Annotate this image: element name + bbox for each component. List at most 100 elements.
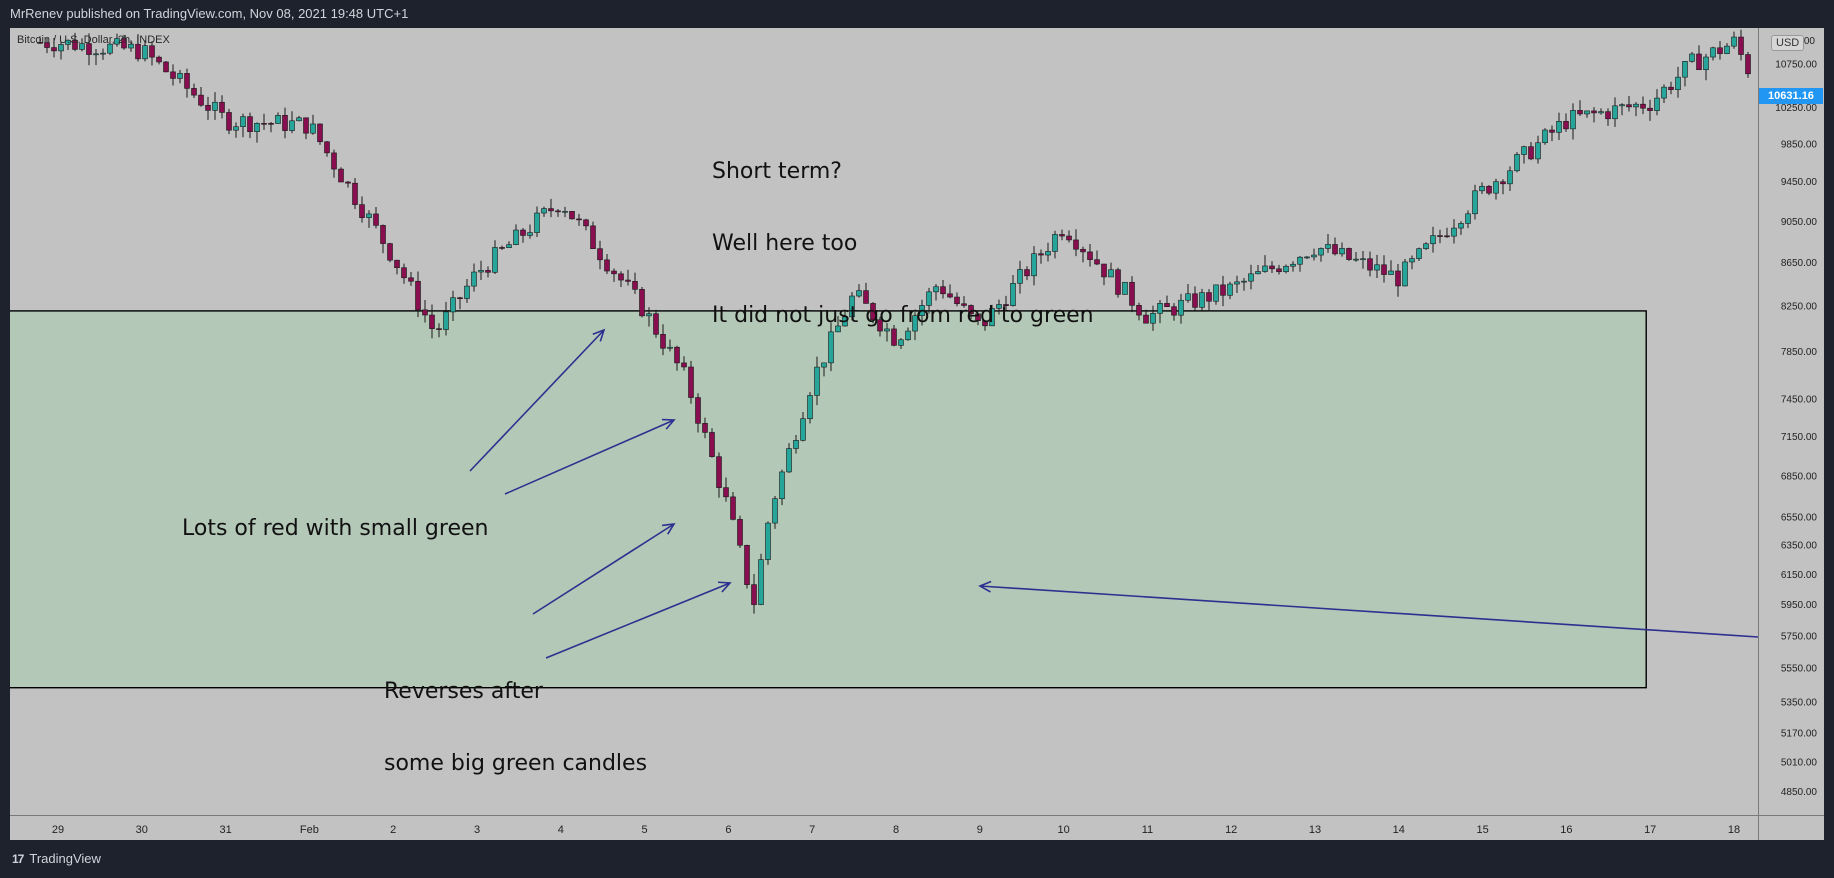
candle-body (1234, 281, 1240, 285)
candle-body (1619, 104, 1625, 107)
candle-body (79, 43, 85, 50)
candle-body (1514, 154, 1520, 172)
time-tick-label: 4 (558, 824, 564, 836)
candle-body (1661, 86, 1667, 99)
candle-body (1297, 256, 1303, 265)
last-price-tag: 10631.16 (1759, 88, 1823, 104)
candle-body (513, 229, 519, 245)
candle-body (1199, 292, 1205, 308)
time-tick-label: 10 (1057, 824, 1069, 836)
candle-body (562, 211, 568, 213)
candle-body (177, 73, 183, 79)
candle-body (877, 319, 883, 332)
annotation-lots-of-red: Lots of red with small green (182, 469, 488, 565)
candle-body (156, 56, 162, 63)
candle-body (261, 122, 267, 125)
candle-body (1395, 270, 1401, 287)
candle-body (58, 44, 64, 52)
candle-body (352, 182, 358, 205)
candle-body (128, 43, 134, 49)
time-tick-label: 7 (809, 824, 815, 836)
time-axis[interactable]: 29 30 31 Feb 2 3 4 5 6 7 8 9 10 11 12 13 14 15 16 17 18 (10, 815, 1758, 840)
candle-body (1241, 280, 1247, 283)
annotation-short-term: Short term? Well here too It did not jus… (712, 112, 1094, 352)
candle-body (380, 225, 386, 244)
time-tick-label: 30 (136, 824, 148, 836)
candle-body (1465, 213, 1471, 224)
tradingview-logo[interactable]: 17 TradingView (12, 851, 101, 866)
candle-body (688, 366, 694, 398)
price-tick-label: 5350.00 (1781, 697, 1818, 708)
candle-body (1143, 314, 1149, 324)
time-tick-label: 9 (977, 824, 983, 836)
price-tick-label: 10750.00 (1775, 59, 1817, 70)
candle-body (1507, 170, 1513, 185)
candle-body (282, 115, 288, 131)
price-tick-label: 4850.00 (1781, 787, 1818, 798)
price-axis[interactable]: 11150.0010750.0010250.009850.009450.0090… (1758, 28, 1824, 815)
candle-body (1003, 304, 1009, 306)
candle-body (387, 243, 393, 261)
candle-body (926, 291, 932, 306)
price-tick-label: 8650.00 (1781, 258, 1818, 269)
candle-body (786, 448, 792, 473)
candle-body (436, 328, 442, 330)
annotation-arrow-line (979, 585, 1758, 638)
candle-body (1374, 264, 1380, 271)
candle-body (1024, 269, 1030, 277)
candle-body (184, 73, 190, 89)
candle-body (730, 496, 736, 520)
candle-body (1367, 258, 1373, 271)
candle-body (373, 213, 379, 226)
annotation-line: some big green candles (384, 751, 648, 776)
chart-area[interactable] (10, 28, 1758, 815)
candle-body (1535, 142, 1541, 160)
candle-body (1486, 185, 1492, 194)
candle-body (471, 271, 477, 287)
candle-body (247, 116, 253, 132)
candle-body (1150, 313, 1156, 324)
candle-body (975, 313, 981, 322)
candle-body (716, 456, 722, 488)
price-tick-label: 7850.00 (1781, 347, 1818, 358)
price-tick-label: 5170.00 (1781, 729, 1818, 740)
price-tick-label: 7450.00 (1781, 395, 1818, 406)
annotation-arrow-line (504, 419, 675, 495)
annotation-arrow-line (532, 523, 675, 615)
candle-body (51, 47, 57, 52)
candle-body (1528, 146, 1534, 160)
candle-body (842, 316, 848, 327)
candle-body (1318, 248, 1324, 256)
candle-body (1276, 268, 1282, 273)
candle-body (961, 303, 967, 306)
candle-body (1262, 265, 1268, 272)
candle-body (289, 120, 295, 131)
candle-layer (37, 29, 1751, 614)
candle-body (37, 42, 43, 44)
candle-body (1290, 263, 1296, 267)
candle-body (1192, 293, 1198, 308)
candle-body (1164, 303, 1170, 308)
time-tick-label: 2 (390, 824, 396, 836)
price-tick-label: 5750.00 (1781, 631, 1818, 642)
price-tick-label: 9850.00 (1781, 139, 1818, 150)
price-tick-label: 10250.00 (1775, 103, 1817, 114)
time-tick-label: 16 (1560, 824, 1572, 836)
candle-body (765, 522, 771, 560)
time-tick-label: 11 (1142, 824, 1153, 836)
candle-body (198, 94, 204, 106)
price-tick-label: 6550.00 (1781, 512, 1818, 523)
candle-body (856, 290, 862, 297)
time-tick-label: 3 (474, 824, 480, 836)
candle-body (1738, 36, 1744, 55)
candle-body (1108, 269, 1114, 278)
annotation-arrow-line (469, 329, 605, 472)
candle-body (149, 45, 155, 58)
time-tick-label: 15 (1476, 824, 1488, 836)
annotation-reverses: Reverses after some big green candles (384, 632, 647, 800)
currency-button[interactable]: USD (1771, 35, 1805, 51)
annotation-line: Short term? (712, 159, 842, 184)
candle-body (1542, 129, 1548, 144)
candle-body (254, 122, 260, 132)
price-tick-label: 9450.00 (1781, 177, 1818, 188)
